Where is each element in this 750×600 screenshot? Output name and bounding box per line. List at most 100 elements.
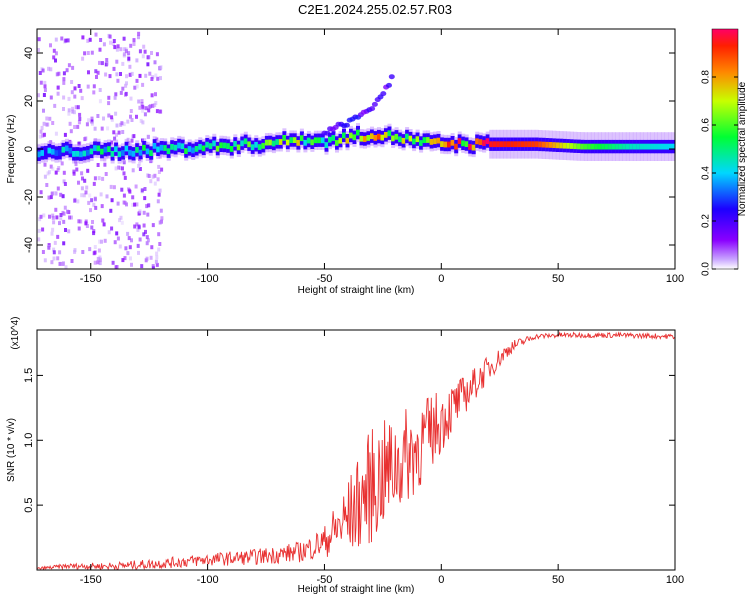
noise-speck — [70, 215, 73, 220]
noise-speck — [73, 248, 77, 253]
noise-speck — [104, 72, 108, 77]
ridge-core — [573, 143, 578, 150]
noise-speck — [130, 238, 133, 243]
noise-speck — [112, 66, 116, 71]
noise-speck — [91, 220, 94, 224]
snr-frame — [36, 329, 676, 571]
noise-speck — [52, 250, 56, 255]
ridge-core — [552, 142, 557, 148]
noise-speck — [59, 213, 63, 217]
ridge-core — [608, 143, 613, 150]
ridge-core — [317, 137, 322, 144]
noise-speck — [88, 193, 92, 198]
noise-speck — [50, 231, 54, 236]
ridge-core — [299, 135, 304, 142]
ridge-core — [250, 144, 255, 151]
noise-speck — [41, 68, 45, 73]
noise-speck — [54, 170, 58, 175]
noise-speck — [155, 255, 159, 260]
noise-speck — [137, 35, 140, 40]
noise-speck — [125, 202, 128, 207]
noise-speck — [90, 198, 94, 203]
ridge-core — [79, 151, 84, 158]
noise-speck — [160, 167, 164, 172]
noise-speck — [49, 195, 53, 200]
noise-speck — [86, 51, 90, 55]
ridge-core — [264, 139, 269, 146]
noise-speck — [129, 96, 133, 101]
noise-speck — [64, 265, 68, 269]
ridge-core — [100, 148, 105, 155]
ridge-core — [604, 143, 609, 150]
noise-speck — [100, 204, 104, 209]
ridge-core — [229, 146, 234, 152]
noise-speck — [122, 36, 126, 41]
noise-speck — [68, 121, 72, 126]
noise-speck — [49, 67, 53, 72]
noise-speck — [131, 168, 135, 173]
noise-speck — [116, 44, 120, 49]
ridge-core — [296, 140, 301, 146]
branch-blob — [343, 122, 350, 128]
noise-speck — [112, 130, 116, 135]
noise-speck — [88, 37, 92, 42]
noise-speck — [52, 247, 56, 252]
ridge-core — [555, 142, 560, 149]
noise-speck — [80, 186, 84, 191]
noise-speck — [79, 219, 83, 224]
ridge-core — [625, 143, 630, 150]
noise-speck — [142, 210, 146, 215]
noise-speck — [98, 47, 102, 52]
noise-speck — [138, 167, 142, 171]
noise-speck — [93, 260, 97, 265]
ridge-core — [243, 138, 248, 145]
noise-speck — [56, 234, 60, 239]
noise-speck — [90, 121, 94, 126]
ridge-core — [313, 137, 318, 144]
snr-x-label: Height of straight line (km) — [298, 584, 415, 595]
noise-speck — [106, 126, 110, 131]
noise-speck — [137, 224, 141, 229]
noise-speck — [65, 68, 69, 73]
noise-speck — [158, 220, 162, 225]
noise-speck — [157, 164, 161, 169]
x-tick-label: -100 — [197, 574, 219, 586]
noise-speck — [104, 62, 108, 67]
ridge-core — [240, 140, 245, 147]
ridge-core — [636, 143, 641, 150]
ridge-core — [65, 145, 69, 152]
noise-speck — [38, 71, 42, 75]
noise-speck — [138, 161, 142, 166]
noise-speck — [96, 256, 100, 261]
ridge-core — [89, 148, 94, 155]
noise-speck — [107, 230, 111, 235]
noise-speck — [83, 178, 87, 183]
noise-speck — [134, 184, 138, 189]
ridge-core — [261, 142, 266, 149]
noise-speck — [147, 203, 151, 208]
noise-speck — [70, 80, 74, 84]
ridge-core — [436, 137, 441, 144]
noise-speck — [104, 172, 108, 176]
noise-speck — [85, 122, 89, 127]
noise-speck — [99, 38, 103, 42]
noise-speck — [159, 65, 163, 70]
noise-speck — [133, 224, 137, 229]
ridge-core — [187, 146, 192, 152]
noise-speck — [138, 209, 142, 214]
y-tick-label: 0.5 — [23, 497, 35, 512]
noise-speck — [146, 238, 150, 243]
noise-speck — [73, 198, 77, 203]
noise-speck — [67, 229, 71, 234]
noise-speck — [143, 196, 147, 201]
noise-speck — [114, 265, 118, 269]
noise-speck — [67, 108, 71, 113]
noise-speck — [63, 205, 67, 210]
ridge-core — [471, 144, 476, 151]
noise-speck — [153, 60, 157, 65]
noise-speck — [108, 74, 112, 79]
ridge-core — [96, 145, 101, 152]
noise-speck — [127, 236, 131, 241]
spectrogram-y-label: Frequency (Hz) — [6, 115, 17, 184]
noise-speck — [56, 85, 60, 90]
